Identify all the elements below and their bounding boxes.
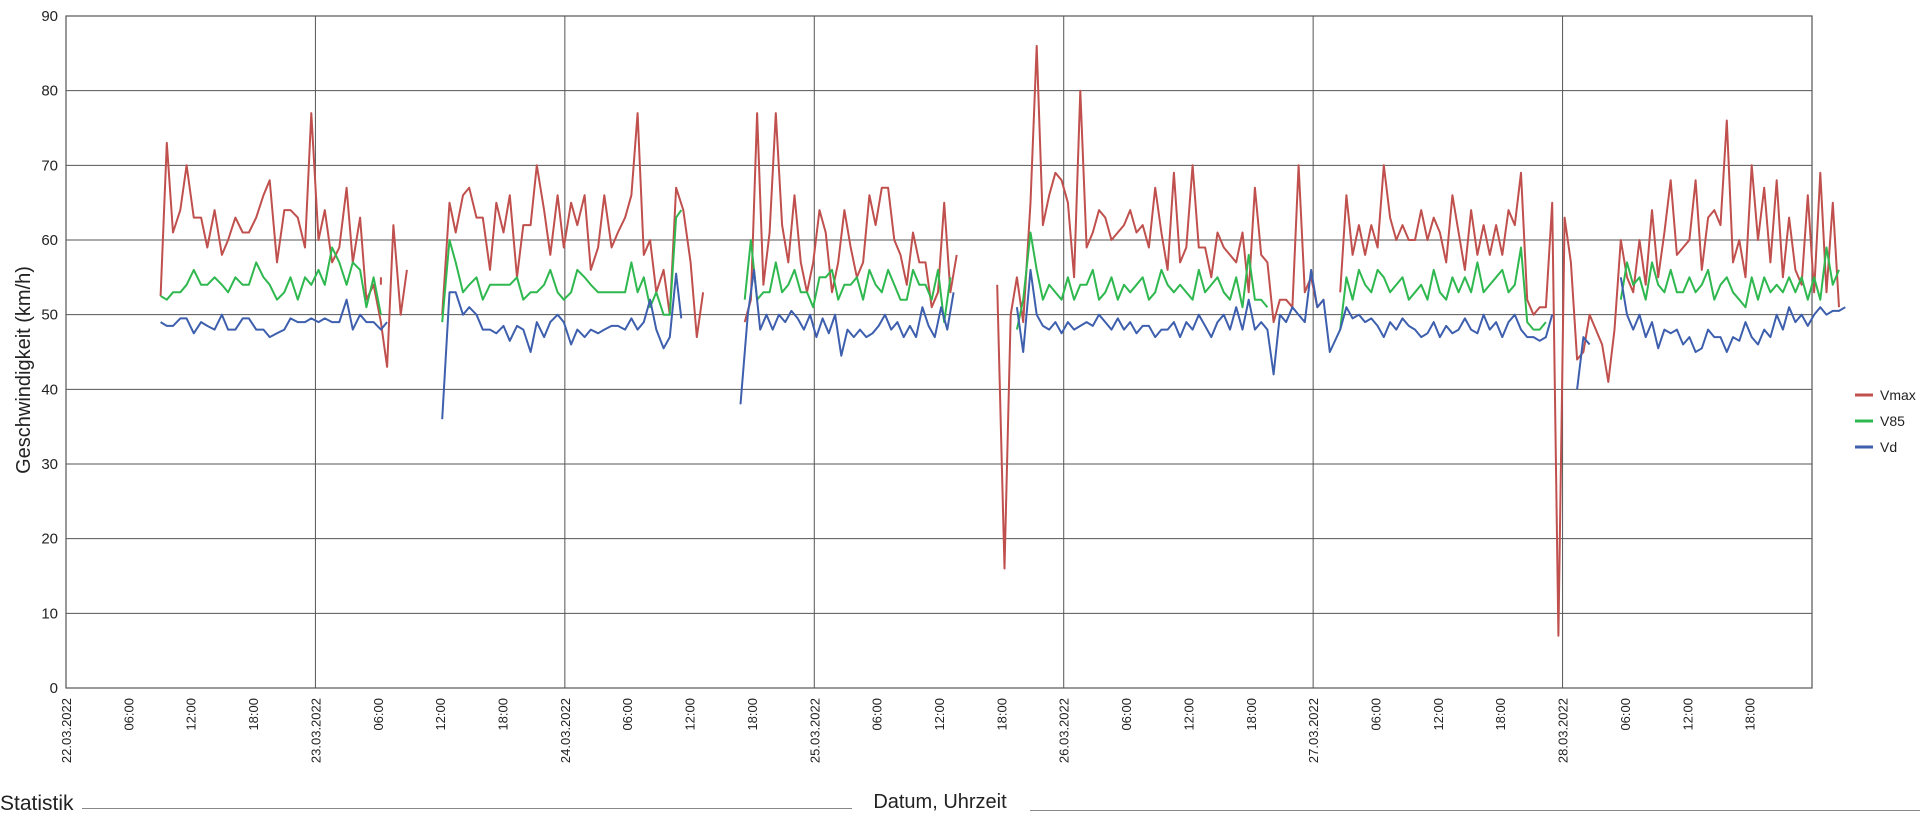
x-tick-label: 06:00 bbox=[1618, 698, 1633, 731]
x-tick-label: 18:00 bbox=[496, 698, 511, 731]
legend-label: Vmax bbox=[1880, 387, 1916, 403]
x-tick-label: 18:00 bbox=[1493, 698, 1508, 731]
y-tick-label: 10 bbox=[41, 605, 58, 622]
chart-series bbox=[159, 44, 1846, 637]
x-tick-label: 24.03.2022 bbox=[558, 698, 573, 763]
y-axis-tick-labels: 0 10 20 30 40 50 60 70 80 90 bbox=[41, 8, 58, 697]
x-tick-label: 25.03.2022 bbox=[807, 698, 822, 763]
x-tick-label: 23.03.2022 bbox=[308, 698, 323, 763]
plot-area-border bbox=[65, 15, 1813, 689]
x-tick-label: 12:00 bbox=[1431, 698, 1446, 731]
section-label: Statistik bbox=[0, 792, 74, 815]
x-tick-label: 12:00 bbox=[1181, 698, 1196, 731]
y-tick-label: 80 bbox=[41, 83, 58, 100]
x-tick-label: 18:00 bbox=[246, 698, 261, 731]
x-tick-label: 12:00 bbox=[433, 698, 448, 731]
section-divider-right bbox=[1030, 810, 1920, 811]
y-tick-label: 20 bbox=[41, 531, 58, 548]
x-tick-label: 26.03.2022 bbox=[1057, 698, 1072, 763]
legend-label: V85 bbox=[1880, 413, 1905, 429]
legend-label: Vd bbox=[1880, 439, 1897, 455]
x-tick-label: 06:00 bbox=[121, 698, 136, 731]
series-line-vd bbox=[160, 268, 1846, 420]
y-tick-label: 90 bbox=[41, 8, 58, 25]
y-tick-label: 0 bbox=[50, 680, 58, 697]
x-tick-label: 28.03.2022 bbox=[1556, 698, 1571, 763]
series-line-v85 bbox=[160, 209, 1840, 331]
section-divider bbox=[82, 808, 852, 809]
x-tick-label: 12:00 bbox=[184, 698, 199, 731]
y-tick-label: 70 bbox=[41, 157, 58, 174]
x-tick-label: 18:00 bbox=[1244, 698, 1259, 731]
series-line-vmax bbox=[159, 44, 1840, 637]
y-tick-label: 60 bbox=[41, 232, 58, 249]
y-axis-title: Geschwindigkeit (km/h) bbox=[13, 266, 35, 474]
x-tick-label: 12:00 bbox=[1680, 698, 1695, 731]
x-tick-label: 06:00 bbox=[1119, 698, 1134, 731]
y-tick-label: 30 bbox=[41, 456, 58, 473]
x-tick-label: 12:00 bbox=[683, 698, 698, 731]
x-tick-label: 27.03.2022 bbox=[1306, 698, 1321, 763]
x-tick-label: 18:00 bbox=[994, 698, 1009, 731]
x-tick-label: 06:00 bbox=[620, 698, 635, 731]
x-tick-label: 18:00 bbox=[1743, 698, 1758, 731]
chart-grid bbox=[65, 15, 1813, 689]
x-axis-tick-labels: 22.03.2022 06:00 12:00 18:00 23.03.2022 06:00… bbox=[59, 698, 1758, 763]
y-tick-label: 40 bbox=[41, 381, 58, 398]
x-tick-label: 12:00 bbox=[932, 698, 947, 731]
x-tick-label: 22.03.2022 bbox=[59, 698, 74, 763]
chart-legend: Vmax V85 Vd bbox=[1855, 387, 1916, 455]
x-tick-label: 18:00 bbox=[745, 698, 760, 731]
x-tick-label: 06:00 bbox=[870, 698, 885, 731]
x-tick-label: 06:00 bbox=[1369, 698, 1384, 731]
x-tick-label: 06:00 bbox=[371, 698, 386, 731]
y-tick-label: 50 bbox=[41, 307, 58, 324]
x-axis-title: Datum, Uhrzeit bbox=[873, 791, 1007, 813]
